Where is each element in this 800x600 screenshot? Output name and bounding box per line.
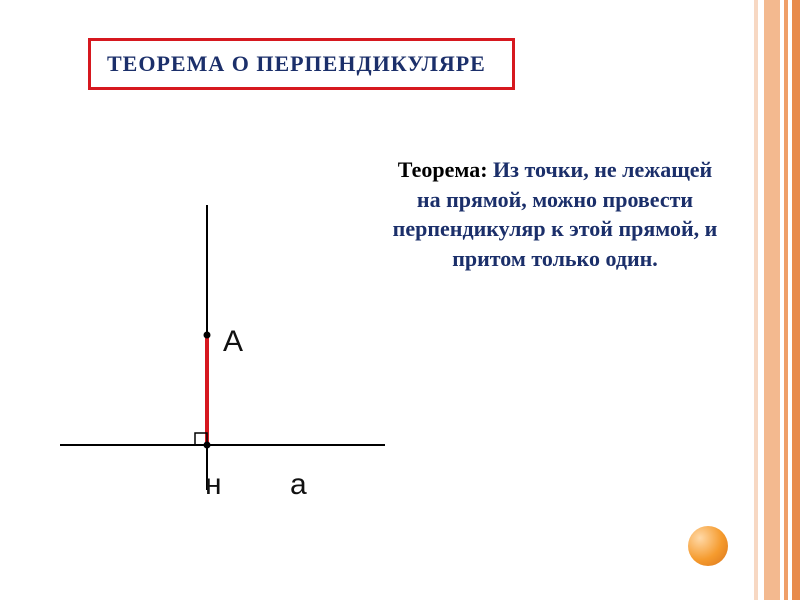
decorative-sphere-icon [688, 526, 728, 566]
title-text: ТЕОРЕМА О ПЕРПЕНДИКУЛЯРЕ [107, 51, 486, 76]
theorem-lead: Теорема: [398, 157, 488, 182]
stripe-2 [764, 0, 780, 600]
side-stripes [744, 0, 800, 600]
title-box: ТЕОРЕМА О ПЕРПЕНДИКУЛЯРЕ [88, 38, 515, 90]
label-A: A [223, 325, 243, 359]
geometry-diagram: A н a [55, 200, 385, 530]
theorem-text: Теорема: Из точки, не лежащей на прямой,… [385, 155, 725, 274]
stripe-3 [784, 0, 788, 600]
stripe-4 [792, 0, 800, 600]
label-a: a [290, 468, 307, 502]
label-H: н [205, 468, 222, 502]
stripe-1 [754, 0, 758, 600]
